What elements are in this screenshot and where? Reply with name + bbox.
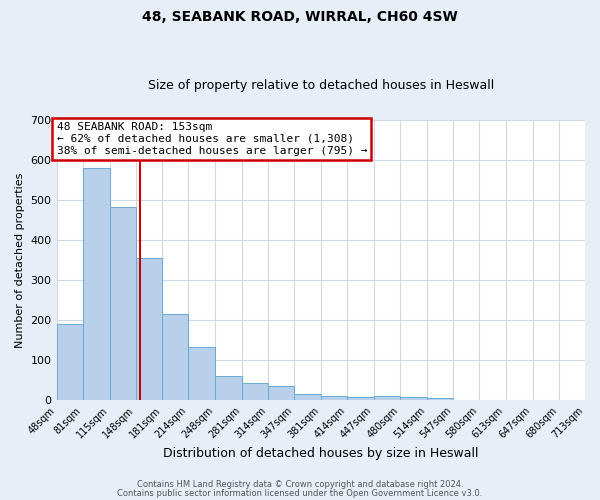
X-axis label: Distribution of detached houses by size in Heswall: Distribution of detached houses by size …: [163, 447, 479, 460]
Bar: [294, 394, 321, 400]
Bar: [268, 386, 294, 400]
Bar: [347, 397, 374, 400]
Bar: [427, 398, 453, 400]
Bar: [136, 258, 162, 400]
Bar: [83, 168, 110, 400]
Y-axis label: Number of detached properties: Number of detached properties: [15, 172, 25, 348]
Text: Contains public sector information licensed under the Open Government Licence v3: Contains public sector information licen…: [118, 489, 482, 498]
Bar: [242, 384, 268, 400]
Bar: [56, 324, 83, 400]
Text: 48, SEABANK ROAD, WIRRAL, CH60 4SW: 48, SEABANK ROAD, WIRRAL, CH60 4SW: [142, 10, 458, 24]
Text: Contains HM Land Registry data © Crown copyright and database right 2024.: Contains HM Land Registry data © Crown c…: [137, 480, 463, 489]
Bar: [374, 396, 400, 400]
Bar: [162, 314, 188, 400]
Bar: [400, 397, 427, 400]
Text: 48 SEABANK ROAD: 153sqm
← 62% of detached houses are smaller (1,308)
38% of semi: 48 SEABANK ROAD: 153sqm ← 62% of detache…: [56, 122, 367, 156]
Bar: [321, 396, 347, 400]
Title: Size of property relative to detached houses in Heswall: Size of property relative to detached ho…: [148, 79, 494, 92]
Bar: [215, 376, 242, 400]
Bar: [110, 206, 136, 400]
Bar: [188, 347, 215, 401]
